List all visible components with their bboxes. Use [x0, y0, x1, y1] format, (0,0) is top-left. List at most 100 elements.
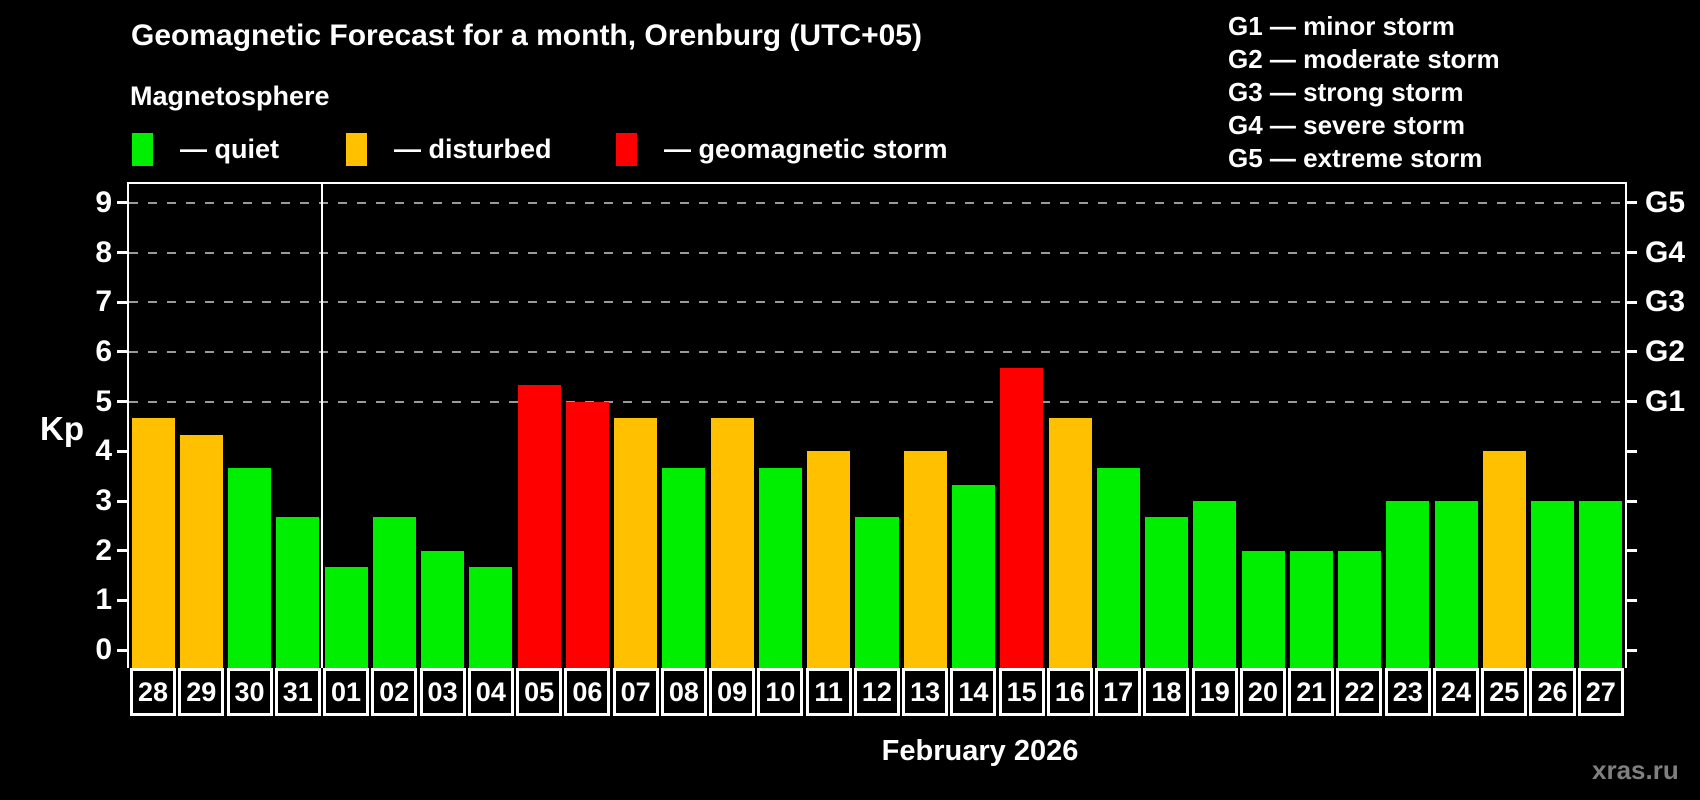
kp-bar-day-08 [662, 467, 706, 668]
kp-bar-day-18 [1145, 517, 1189, 668]
kp-tick-right-3 [1625, 499, 1637, 503]
date-cell-16: 16 [1046, 668, 1093, 716]
date-cell-24: 24 [1432, 668, 1479, 716]
kp-tick-left-9 [117, 201, 129, 205]
kp-gridline-5 [129, 400, 1625, 403]
kp-tick-label-7: 7 [95, 285, 112, 319]
kp-tick-right-7 [1625, 300, 1637, 304]
date-cell-07: 07 [612, 668, 659, 716]
date-cell-13: 13 [902, 668, 949, 716]
kp-tick-left-4 [117, 449, 129, 453]
kp-bar-day-25 [1482, 451, 1526, 668]
date-cell-08: 08 [660, 668, 707, 716]
date-cell-27: 27 [1577, 668, 1624, 716]
kp-tick-label-9: 9 [95, 185, 112, 219]
kp-bar-day-17 [1096, 467, 1140, 668]
g-scale-label-G2: G2 [1645, 334, 1686, 368]
kp-tick-left-1 [117, 598, 129, 602]
storm-scale-g1: G1 — minor storm [1228, 11, 1455, 41]
kp-bar-day-10 [758, 467, 802, 668]
chart-subtitle: Magnetosphere [130, 81, 330, 111]
date-cell-18: 18 [1143, 668, 1190, 716]
kp-bar-day-14 [951, 484, 996, 668]
kp-tick-label-1: 1 [95, 583, 112, 617]
kp-tick-right-5 [1625, 400, 1637, 404]
g-scale-label-G4: G4 [1645, 235, 1686, 269]
storm-scale-g4: G4 — severe storm [1228, 110, 1466, 140]
kp-gridline-9 [129, 201, 1625, 204]
month-separator-line [321, 184, 324, 668]
storm-scale-legend: G1 — minor storm G2 — moderate storm G3 … [1228, 10, 1500, 175]
date-cell-10: 10 [757, 668, 804, 716]
kp-tick-left-0 [117, 648, 129, 652]
kp-bar-day-23 [1386, 501, 1430, 668]
storm-scale-g3: G3 — strong storm [1228, 77, 1464, 107]
date-cell-14: 14 [950, 668, 997, 716]
date-cell-01: 01 [323, 668, 370, 716]
date-cell-11: 11 [805, 668, 852, 716]
kp-tick-right-1 [1625, 598, 1637, 602]
x-axis-month-label: February 2026 [881, 735, 1079, 767]
date-cell-04: 04 [467, 668, 514, 716]
kp-tick-label-0: 0 [95, 633, 112, 667]
y-axis-title: Kp [40, 410, 84, 447]
legend-label-quiet: — quiet [180, 134, 279, 164]
kp-bar-day-16 [1048, 418, 1092, 668]
kp-tick-left-5 [117, 400, 129, 404]
kp-gridline-7 [129, 301, 1625, 304]
kp-bar-day-20 [1241, 550, 1285, 668]
kp-bar-day-26 [1531, 501, 1575, 668]
date-cell-21: 21 [1288, 668, 1335, 716]
kp-bar-day-28 [131, 418, 175, 668]
kp-bar-day-27 [1579, 501, 1623, 668]
date-cell-30: 30 [226, 668, 273, 716]
disturbed-color-swatch-icon [346, 133, 367, 166]
watermark: xras.ru [1592, 755, 1679, 785]
g-scale-label-G5: G5 [1645, 185, 1686, 219]
kp-tick-right-9 [1625, 201, 1637, 205]
kp-bar-day-24 [1434, 501, 1478, 668]
kp-tick-left-3 [117, 499, 129, 503]
storm-color-swatch-icon [616, 133, 637, 166]
kp-bar-day-05 [517, 385, 561, 668]
date-cell-06: 06 [564, 668, 611, 716]
kp-tick-label-4: 4 [95, 434, 112, 468]
date-cell-17: 17 [1095, 668, 1142, 716]
quiet-color-swatch-icon [132, 133, 153, 166]
kp-tick-label-5: 5 [95, 384, 112, 418]
kp-tick-label-8: 8 [95, 235, 112, 269]
kp-bar-day-31 [276, 517, 320, 668]
date-cell-03: 03 [419, 668, 466, 716]
date-cell-29: 29 [178, 668, 225, 716]
kp-tick-left-6 [117, 350, 129, 354]
kp-tick-right-4 [1625, 449, 1637, 453]
date-cell-15: 15 [998, 668, 1045, 716]
storm-scale-g2: G2 — moderate storm [1228, 44, 1500, 74]
date-cell-23: 23 [1384, 668, 1431, 716]
date-cell-05: 05 [516, 668, 563, 716]
kp-tick-label-3: 3 [95, 484, 112, 518]
kp-bar-day-15 [1000, 368, 1044, 668]
kp-bar-day-30 [228, 467, 272, 668]
g-scale-label-G3: G3 [1645, 285, 1686, 319]
date-cell-22: 22 [1336, 668, 1383, 716]
kp-bar-day-04 [469, 567, 513, 668]
date-cell-12: 12 [853, 668, 900, 716]
date-cell-09: 09 [709, 668, 756, 716]
storm-scale-g5: G5 — extreme storm [1228, 143, 1483, 173]
kp-gridline-8 [129, 251, 1625, 254]
date-cell-02: 02 [371, 668, 418, 716]
kp-tick-label-2: 2 [95, 533, 112, 567]
kp-bar-day-03 [421, 550, 465, 668]
kp-tick-left-2 [117, 549, 129, 553]
date-cell-25: 25 [1481, 668, 1528, 716]
date-cell-20: 20 [1239, 668, 1286, 716]
kp-gridline-6 [129, 350, 1625, 353]
date-cell-28: 28 [130, 668, 177, 716]
kp-tick-right-0 [1625, 648, 1637, 652]
date-cell-19: 19 [1191, 668, 1238, 716]
legend-label-storm: — geomagnetic storm [664, 134, 948, 164]
g-scale-label-G1: G1 [1645, 384, 1686, 418]
kp-bar-day-01 [324, 567, 368, 668]
